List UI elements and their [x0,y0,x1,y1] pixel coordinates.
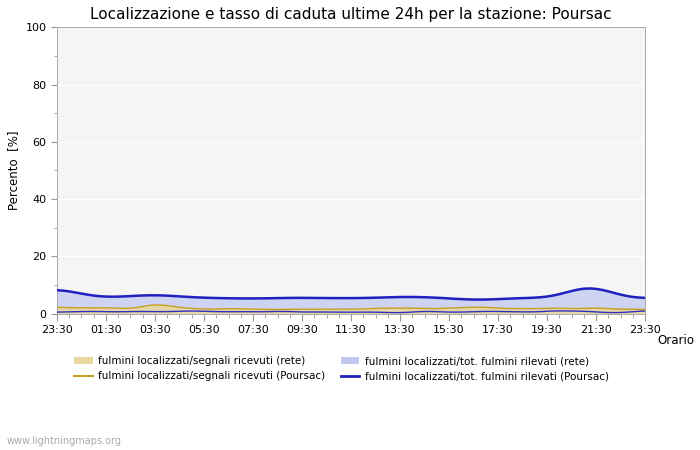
Legend: fulmini localizzati/segnali ricevuti (rete), fulmini localizzati/segnali ricevut: fulmini localizzati/segnali ricevuti (re… [74,356,608,381]
Text: www.lightningmaps.org: www.lightningmaps.org [7,436,122,446]
Title: Localizzazione e tasso di caduta ultime 24h per la stazione: Poursac: Localizzazione e tasso di caduta ultime … [90,7,612,22]
Y-axis label: Percento  [%]: Percento [%] [7,130,20,210]
Text: Orario: Orario [657,333,694,346]
